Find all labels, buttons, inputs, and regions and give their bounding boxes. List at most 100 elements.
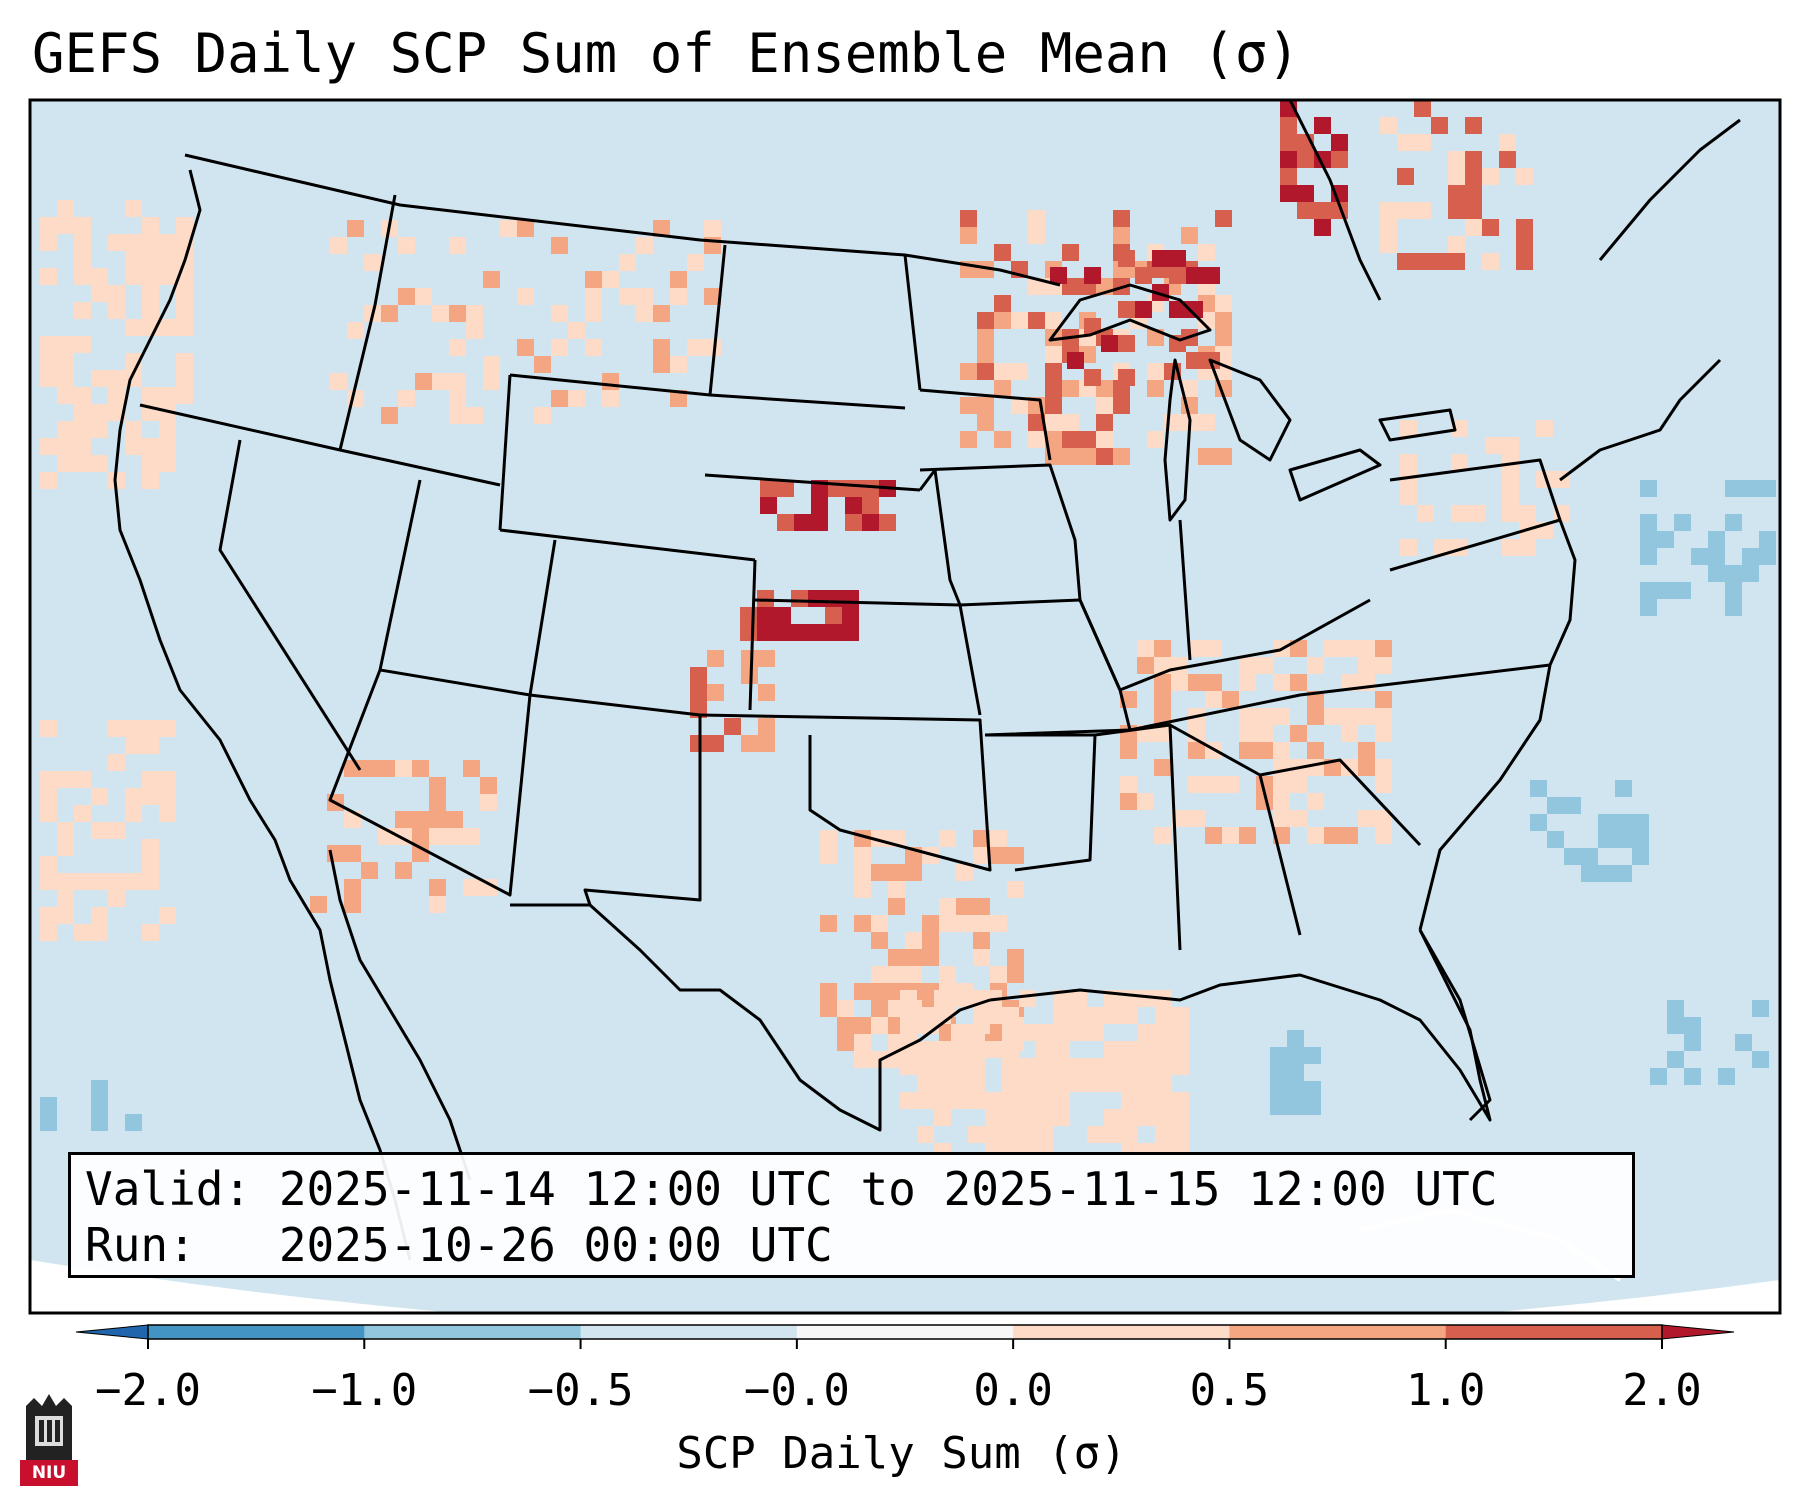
anomaly-cell <box>1222 776 1239 793</box>
anomaly-cell <box>1171 674 1188 691</box>
anomaly-cell <box>842 624 859 641</box>
anomaly-cell <box>1615 865 1632 882</box>
anomaly-cell <box>1598 865 1615 882</box>
anomaly-cell <box>871 1017 888 1034</box>
anomaly-cell <box>1375 725 1392 742</box>
anomaly-cell <box>1188 776 1205 793</box>
anomaly-cell <box>1045 414 1062 431</box>
anomaly-cell <box>91 1097 108 1114</box>
anomaly-cell <box>1215 312 1232 329</box>
anomaly-cell <box>1067 352 1084 369</box>
anomaly-cell <box>1215 329 1232 346</box>
anomaly-cell <box>1062 414 1079 431</box>
anomaly-cell <box>1155 1109 1172 1126</box>
anomaly-cell <box>1135 267 1152 284</box>
anomaly-cell <box>412 760 429 777</box>
anomaly-cell <box>1375 810 1392 827</box>
anomaly-cell <box>585 305 602 322</box>
anomaly-cell <box>1188 674 1205 691</box>
anomaly-cell <box>1287 1047 1304 1064</box>
anomaly-cell <box>40 1114 57 1131</box>
mn-wi <box>919 388 1052 461</box>
anomaly-cell <box>1304 1081 1321 1098</box>
colorbar-tick-label: 0.0 <box>973 1365 1053 1416</box>
anomaly-cell <box>934 1092 951 1109</box>
anomaly-cell <box>108 720 125 737</box>
maritimes <box>1598 118 1741 261</box>
anomaly-cell <box>994 380 1011 397</box>
anomaly-cell <box>1002 1075 1019 1092</box>
anomaly-cell <box>1341 725 1358 742</box>
anomaly-cell <box>934 1041 951 1058</box>
anomaly-cell <box>1375 827 1392 844</box>
anomaly-cell <box>1564 848 1581 865</box>
anomaly-cell <box>1070 1024 1087 1041</box>
anomaly-cell <box>176 217 193 234</box>
anomaly-cell <box>1297 202 1314 219</box>
anomaly-cell <box>951 990 968 1007</box>
anomaly-cell <box>707 650 724 667</box>
anomaly-cell <box>176 285 193 302</box>
anomaly-cell <box>1708 565 1725 582</box>
anomaly-cell <box>1759 531 1776 548</box>
anomaly-cell <box>534 356 551 373</box>
anomaly-cell <box>1118 301 1135 318</box>
anomaly-cell <box>142 788 159 805</box>
anomaly-cell <box>1431 253 1448 270</box>
anomaly-cell <box>142 438 159 455</box>
anomaly-cell <box>395 760 412 777</box>
anomaly-cell <box>1007 966 1024 983</box>
anomaly-cell <box>1137 793 1154 810</box>
pa-ny <box>1389 458 1562 572</box>
anomaly-cell <box>1465 151 1482 168</box>
anomaly-cell <box>1147 380 1164 397</box>
anomaly-cell <box>1079 431 1096 448</box>
anomaly-cell <box>1280 168 1297 185</box>
anomaly-cell <box>142 217 159 234</box>
colorbar-tick-label: −1.0 <box>311 1365 418 1416</box>
anomaly-cell <box>551 339 568 356</box>
anomaly-cell <box>1615 831 1632 848</box>
anomaly-cell <box>837 1034 854 1051</box>
anomaly-cell <box>463 760 480 777</box>
anomaly-cell <box>687 254 704 271</box>
anomaly-cell <box>40 472 57 489</box>
anomaly-cell <box>1358 657 1375 674</box>
anomaly-cell <box>429 794 446 811</box>
anomaly-cell <box>1735 1034 1752 1051</box>
anomaly-cell <box>1324 827 1341 844</box>
anomaly-cell <box>1287 1030 1304 1047</box>
anomaly-cell <box>142 873 159 890</box>
valid-run-box: Valid: 2025-11-14 12:00 UTC to 2025-11-1… <box>68 1152 1635 1278</box>
anomaly-cell <box>1239 827 1256 844</box>
anomaly-cell <box>842 590 859 607</box>
anomaly-cell <box>1147 363 1164 380</box>
anomaly-cell <box>1070 1007 1087 1024</box>
anomaly-cell <box>794 514 811 531</box>
anomaly-cell <box>1087 1126 1104 1143</box>
anomaly-cell <box>707 735 724 752</box>
anomaly-cell <box>1121 1058 1138 1075</box>
anomaly-cell <box>1358 742 1375 759</box>
anomaly-cell <box>1118 369 1135 386</box>
anomaly-cell <box>1640 548 1657 565</box>
anomaly-cell <box>1375 657 1392 674</box>
anomaly-cell <box>57 890 74 907</box>
anomaly-cell <box>1104 1058 1121 1075</box>
anomaly-cell <box>854 864 871 881</box>
anomaly-cell <box>1273 708 1290 725</box>
anomaly-cell <box>690 684 707 701</box>
anomaly-cell <box>1113 227 1130 244</box>
anomaly-cell <box>760 480 777 497</box>
anomaly-cell <box>956 898 973 915</box>
anomaly-cell <box>1036 1126 1053 1143</box>
colorbar-segment <box>796 1325 1014 1339</box>
anomaly-cell <box>1070 990 1087 1007</box>
lake-erie <box>1288 448 1382 502</box>
anomaly-cell <box>57 907 74 924</box>
colorbar-tick-label: −0.5 <box>527 1365 634 1416</box>
anomaly-cell <box>811 514 828 531</box>
anomaly-cell <box>344 845 361 862</box>
anomaly-cell <box>1270 1064 1287 1081</box>
anomaly-cell <box>1155 1075 1172 1092</box>
